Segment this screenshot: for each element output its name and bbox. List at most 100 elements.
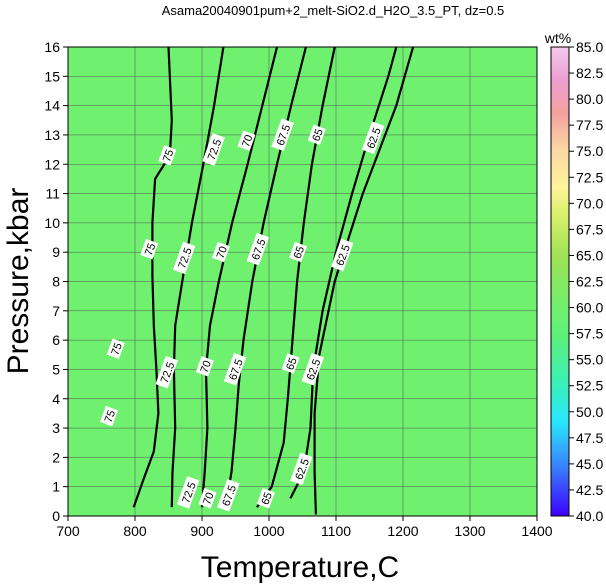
y-tick-label: 13 bbox=[44, 127, 60, 143]
contour-label-text: 70 bbox=[240, 133, 255, 149]
contour-label: 70 bbox=[211, 241, 230, 263]
y-tick-label: 8 bbox=[52, 274, 60, 290]
contour-label: 70 bbox=[198, 488, 217, 509]
colorbar-tick-label: 57.5 bbox=[576, 326, 603, 342]
colorbar-label: wt% bbox=[544, 30, 571, 46]
contour-label-text: 75 bbox=[143, 242, 158, 258]
colorbar-tick-label: 75.0 bbox=[576, 143, 603, 159]
colorbar-tick-label: 65.0 bbox=[576, 247, 603, 263]
colorbar-tick-label: 45.0 bbox=[576, 456, 603, 472]
contour-label-bg bbox=[158, 145, 177, 166]
contour-label-bg bbox=[223, 352, 247, 386]
x-axis-label: Temperature,C bbox=[201, 551, 399, 584]
x-tick-label: 1000 bbox=[253, 523, 284, 539]
contour-label-text: 75 bbox=[109, 341, 124, 357]
contour-label-bg bbox=[246, 232, 270, 266]
y-tick-label: 11 bbox=[45, 186, 60, 202]
x-tick-label: 1200 bbox=[387, 523, 418, 539]
contour-label-bg bbox=[106, 338, 125, 359]
contour-label-bg bbox=[289, 241, 308, 263]
contour-label: 65 bbox=[256, 488, 275, 509]
x-tick-label: 1100 bbox=[321, 523, 351, 539]
contour-label: 75 bbox=[158, 145, 177, 166]
x-tick-label: 800 bbox=[123, 523, 147, 539]
x-tick-label: 1400 bbox=[521, 523, 552, 539]
colorbar-tick-label: 62.5 bbox=[576, 274, 603, 290]
contour-label-text: 75 bbox=[161, 148, 176, 164]
x-axis-ticks: 700 800 900 1000 1100 1200 1300 1400 bbox=[56, 516, 553, 539]
colorbar-tick-label: 47.5 bbox=[576, 430, 603, 446]
contour-label-text: 70 bbox=[215, 245, 230, 261]
contour-label-bg bbox=[256, 488, 275, 509]
contour-label-text: 75 bbox=[103, 409, 118, 425]
contour-label-bg bbox=[155, 355, 178, 389]
contour-label-bg bbox=[217, 479, 240, 512]
colorbar-tick-label: 55.0 bbox=[576, 352, 603, 368]
contour-label-bg bbox=[172, 241, 196, 275]
x-tick-label: 900 bbox=[190, 523, 214, 539]
y-tick-label: 6 bbox=[52, 332, 60, 348]
y-tick-label: 9 bbox=[52, 244, 60, 260]
contour-label-bg bbox=[140, 238, 159, 260]
contour-label-bg bbox=[202, 133, 225, 166]
colorbar-ticks: 40.0 42.5 45.0 47.5 50.0 52.5 55.0 57.5 60.0 62.5… bbox=[569, 39, 603, 524]
y-axis-label: Pressure,kbar bbox=[2, 188, 35, 375]
y-tick-label: 7 bbox=[52, 303, 60, 319]
colorbar-tick-label: 85.0 bbox=[576, 39, 603, 55]
colorbar-tick-label: 82.5 bbox=[576, 65, 603, 81]
chart-title: Asama20040901pum+2_melt-SiO2.d_H2O_3.5_P… bbox=[162, 3, 505, 18]
contour-label-bg bbox=[301, 352, 324, 386]
contour-line bbox=[313, 47, 415, 515]
y-tick-label: 10 bbox=[44, 215, 60, 231]
contour-label: 75 bbox=[140, 238, 159, 260]
colorbar-strip bbox=[550, 46, 570, 517]
y-tick-label: 0 bbox=[52, 508, 60, 524]
colorbar-tick-label: 50.0 bbox=[576, 404, 603, 420]
contour-line bbox=[170, 47, 225, 508]
y-tick-label: 16 bbox=[44, 39, 60, 55]
contour-label-bg bbox=[195, 356, 214, 377]
contour-label: 65 bbox=[307, 124, 326, 145]
y-tick-label: 15 bbox=[44, 68, 60, 84]
colorbar-tick-label: 77.5 bbox=[576, 117, 603, 133]
x-tick-label: 1300 bbox=[454, 523, 485, 539]
contour-label: 65 bbox=[289, 241, 308, 263]
contour-label-bg bbox=[290, 452, 313, 486]
plot-area: 7575757572.572.572.572.57070707067.567.5… bbox=[68, 47, 537, 516]
colorbar-tick-label: 52.5 bbox=[576, 378, 603, 394]
colorbar-tick-label: 60.0 bbox=[576, 300, 603, 316]
y-tick-label: 5 bbox=[52, 361, 60, 377]
y-tick-label: 12 bbox=[44, 156, 60, 172]
contour-label: 75 bbox=[100, 405, 119, 427]
colorbar-tick-label: 70.0 bbox=[576, 195, 603, 211]
contour-label: 70 bbox=[195, 356, 214, 377]
contour-label-bg bbox=[100, 405, 119, 427]
contour-label-bg bbox=[307, 124, 326, 145]
contour-label-bg bbox=[361, 121, 385, 155]
contour-label: 70 bbox=[237, 130, 256, 151]
contour-label-text: 70 bbox=[199, 359, 214, 375]
colorbar-tick-label: 80.0 bbox=[576, 91, 603, 107]
contour-label-bg bbox=[211, 241, 230, 263]
contour-label: 75 bbox=[106, 338, 125, 359]
y-tick-label: 1 bbox=[52, 479, 60, 495]
y-tick-label: 4 bbox=[52, 391, 60, 407]
colorbar-tick-label: 42.5 bbox=[576, 482, 603, 498]
y-tick-label: 3 bbox=[52, 420, 60, 436]
y-tick-label: 2 bbox=[52, 449, 60, 465]
contour-label-text: 70 bbox=[201, 491, 216, 507]
x-tick-label: 700 bbox=[56, 523, 80, 539]
y-tick-label: 14 bbox=[44, 98, 60, 114]
contour-label-bg bbox=[237, 130, 256, 151]
colorbar: wt% 40.0 42.5 45.0 47.5 50.0 52.5 55.0 57.5 60.0… bbox=[544, 30, 604, 524]
contour-line bbox=[289, 47, 398, 499]
contour-label-bg bbox=[176, 476, 200, 509]
contour-label-bg bbox=[281, 353, 300, 374]
contour-label: 65 bbox=[281, 353, 300, 374]
contour-label-text: 65 bbox=[292, 245, 307, 261]
contour-label-text: 65 bbox=[284, 356, 299, 372]
colorbar-tick-label: 72.5 bbox=[576, 169, 603, 185]
contour-label-bg bbox=[271, 118, 294, 152]
